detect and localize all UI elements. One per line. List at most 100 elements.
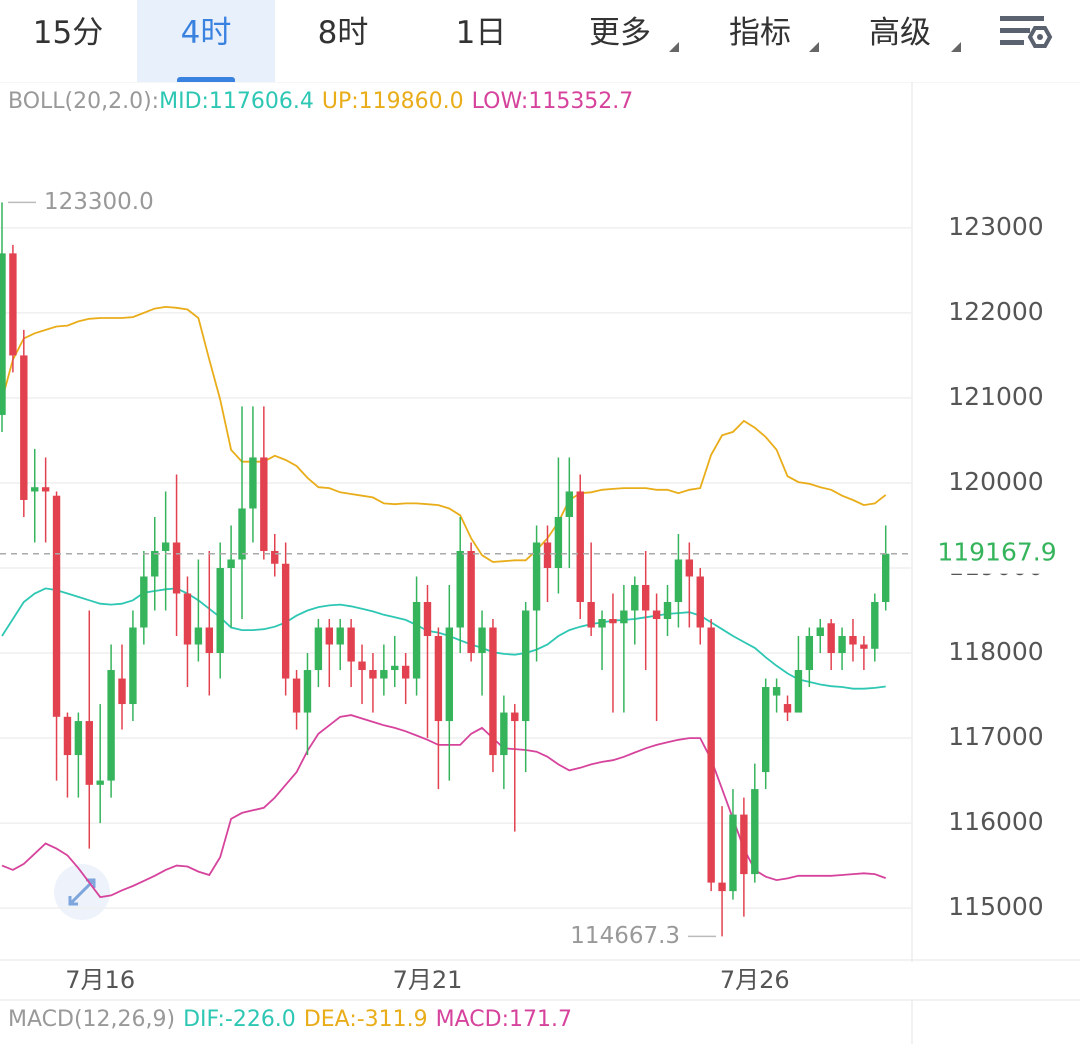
candle-body (543, 542, 552, 568)
legend-entry: MID:117606.4 (159, 89, 314, 114)
candle-body (63, 716, 72, 756)
annotation-label: 114667.3 (570, 923, 680, 949)
candle-body (303, 670, 312, 713)
candle-body (9, 253, 17, 356)
candle-body (347, 627, 355, 662)
candle-body (511, 712, 519, 722)
candle-body (532, 542, 541, 611)
candle-body (151, 550, 159, 577)
candle-body (205, 627, 213, 654)
candle-body (129, 627, 137, 705)
candle-body (740, 814, 748, 875)
x-tick-label: 7月21 (393, 966, 463, 994)
tab[interactable]: 15分 (0, 0, 137, 82)
dropdown-arrow (951, 42, 961, 52)
candle-body (696, 576, 704, 628)
legend-entry: UP:119860.0 (322, 89, 464, 114)
x-tick-label: 7月26 (720, 966, 790, 994)
candle-body (554, 516, 563, 568)
candle-body (500, 712, 508, 756)
candle-body (827, 623, 835, 654)
dropdown-arrow (669, 42, 679, 52)
candle-body (41, 487, 50, 492)
candle-body (172, 542, 181, 594)
candle-body (805, 636, 814, 671)
candle-body (96, 780, 104, 785)
candle-body (783, 704, 792, 713)
candle-body (598, 619, 606, 628)
x-tick-label: 7月16 (65, 966, 135, 994)
candle-body (860, 644, 868, 649)
candle-body (434, 636, 443, 722)
candle-body (445, 627, 454, 722)
candle-body (467, 550, 475, 654)
zoom-button[interactable] (54, 864, 110, 920)
candle-body (652, 610, 661, 620)
y-tick-label: 122000 (948, 297, 1043, 326)
tab-label: 4时 (180, 15, 232, 51)
candle-body (718, 882, 726, 892)
candle-body (794, 670, 803, 713)
y-tick-label: 118000 (948, 637, 1043, 666)
macd-legend: MACD(12,26,9) DIF:-226.0 DEA:-311.9 MACD:17… (8, 1007, 572, 1032)
candle-body (380, 670, 388, 679)
candle-body (489, 627, 497, 756)
settings-icon[interactable] (995, 6, 1055, 66)
candle-body (565, 491, 574, 517)
candle-body (227, 559, 235, 568)
candle-body (620, 610, 628, 624)
tab[interactable]: 8时 (274, 0, 412, 82)
candle-body (772, 687, 781, 696)
annotation-label: 123300.0 (44, 189, 154, 215)
candle-body (576, 491, 584, 603)
candle-body (238, 508, 246, 560)
indicator-line (1, 587, 886, 690)
legend-entry: MACD:171.7 (436, 1007, 572, 1032)
chart: 1150001160001170001180001190001200001210… (0, 82, 1080, 1044)
candle-body (412, 602, 421, 679)
legend-entry: DEA:-311.9 (304, 1007, 428, 1032)
candle-body (336, 627, 344, 645)
candle-body (401, 665, 410, 679)
candle-body (161, 542, 170, 551)
tab[interactable]: 4时 (137, 0, 275, 82)
tab[interactable]: 更多 (551, 0, 689, 82)
candle-body (456, 550, 464, 628)
tab-label: 指标 (729, 15, 791, 51)
candle-body (729, 814, 737, 892)
candle-body (391, 665, 399, 671)
candle-body (118, 678, 126, 705)
indicator-legend: BOLL(20,2.0):MID:117606.4 UP:119860.0 LOW:… (8, 89, 633, 114)
candle-body (281, 563, 290, 679)
candle-body (183, 593, 192, 645)
tab[interactable]: 高级 (831, 0, 969, 82)
tab[interactable]: 指标 (691, 0, 829, 82)
indicator-name: BOLL(20,2.0): (8, 89, 159, 114)
candle-body (609, 619, 617, 624)
candle-body (140, 576, 148, 628)
tab[interactable]: 1日 (412, 0, 550, 82)
candle-body (194, 627, 203, 645)
price-tag-label: 119167.9 (937, 538, 1056, 567)
y-tick-label: 121000 (948, 382, 1043, 411)
tab-label: 高级 (869, 15, 931, 51)
candle-body (521, 610, 530, 722)
indicator-line (1, 305, 887, 563)
candle-body (423, 602, 432, 637)
candle-body (882, 553, 890, 603)
candle-body (685, 559, 694, 577)
candle-body (85, 721, 93, 785)
tab-label: 15分 (32, 15, 104, 51)
tab-label: 8时 (317, 15, 369, 51)
candle-body (816, 627, 824, 637)
price-tag (930, 533, 1070, 574)
candle-body (314, 627, 323, 671)
candle-body (369, 670, 377, 679)
candle-body (358, 661, 366, 671)
candle-body (587, 602, 595, 628)
candle-body (52, 495, 61, 717)
y-tick-label: 115000 (948, 892, 1043, 921)
y-tick-label: 117000 (948, 722, 1043, 751)
candle-body (641, 585, 650, 611)
